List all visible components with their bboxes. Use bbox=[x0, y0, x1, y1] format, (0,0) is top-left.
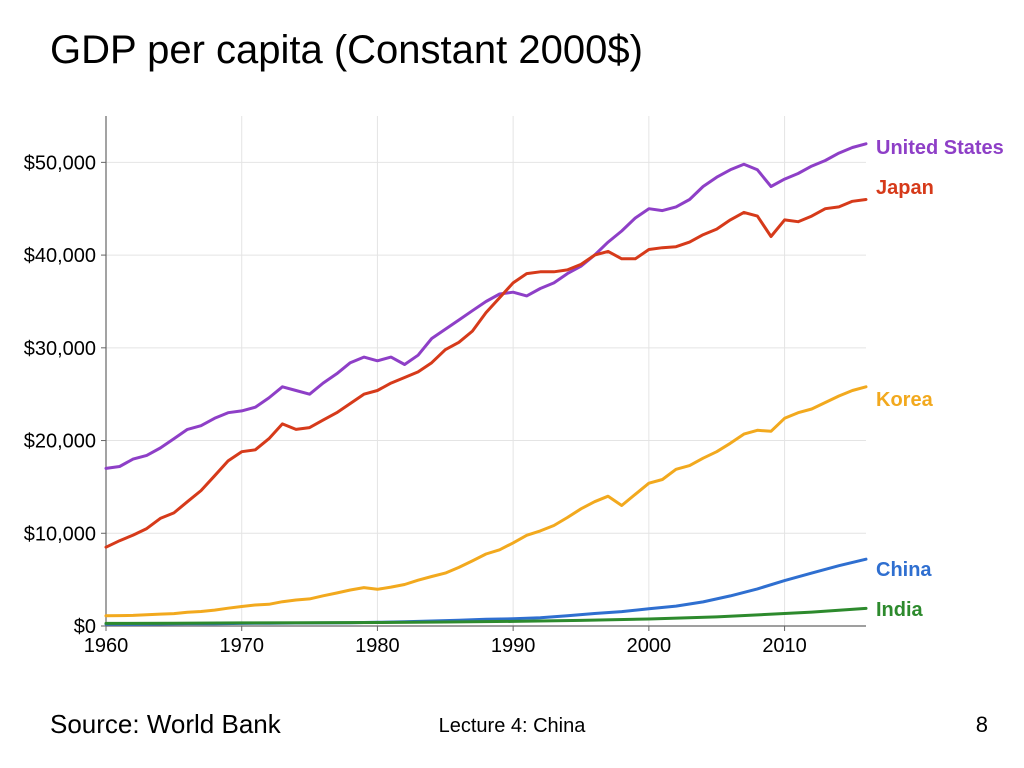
series-label: India bbox=[876, 599, 924, 621]
page-number: 8 bbox=[976, 712, 988, 738]
y-tick-label: $50,000 bbox=[24, 152, 96, 174]
series-label: Korea bbox=[876, 389, 934, 411]
x-tick-label: 2010 bbox=[762, 635, 807, 657]
series-label: Japan bbox=[876, 177, 934, 199]
y-tick-label: $40,000 bbox=[24, 245, 96, 267]
series-label: China bbox=[876, 559, 932, 581]
x-tick-label: 1960 bbox=[84, 635, 129, 657]
lecture-text: Lecture 4: China bbox=[0, 715, 1024, 738]
chart-svg: $0$10,000$20,000$30,000$40,000$50,000196… bbox=[10, 100, 1014, 670]
series-label: United States bbox=[876, 137, 1004, 159]
x-tick-label: 1970 bbox=[219, 635, 264, 657]
x-tick-label: 1990 bbox=[491, 635, 536, 657]
x-tick-label: 1980 bbox=[355, 635, 400, 657]
x-tick-label: 2000 bbox=[627, 635, 672, 657]
page-title: GDP per capita (Constant 2000$) bbox=[50, 28, 643, 73]
y-tick-label: $20,000 bbox=[24, 431, 96, 453]
gdp-chart: $0$10,000$20,000$30,000$40,000$50,000196… bbox=[10, 100, 1014, 670]
y-tick-label: $10,000 bbox=[24, 523, 96, 545]
footer: Source: World Bank Lecture 4: China 8 bbox=[0, 710, 1024, 740]
y-tick-label: $30,000 bbox=[24, 338, 96, 360]
